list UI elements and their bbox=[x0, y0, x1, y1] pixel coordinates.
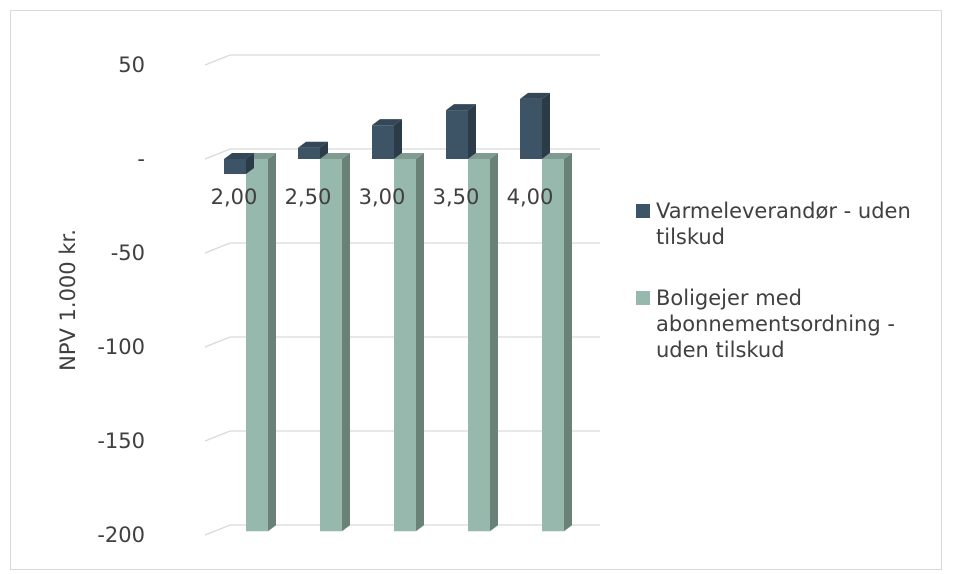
bar-top bbox=[446, 104, 476, 111]
bar-front bbox=[320, 159, 342, 532]
legend-item-series-1: Varmeleverandør - uden tilskud bbox=[636, 198, 951, 250]
bar-series-2 bbox=[320, 153, 350, 532]
bar-side bbox=[320, 141, 328, 159]
bar-front bbox=[298, 147, 320, 159]
bar-side bbox=[416, 153, 424, 532]
gridline bbox=[204, 148, 600, 160]
bar-top bbox=[224, 153, 254, 159]
y-axis-label: NPV 1.000 kr. bbox=[56, 229, 80, 371]
category-labels: 2,00 2,50 3,00 3,50 4,00 bbox=[211, 185, 554, 209]
category-label: 4,00 bbox=[507, 185, 554, 209]
bar-side bbox=[468, 104, 476, 159]
bar-front bbox=[246, 159, 268, 532]
category-label: 3,50 bbox=[433, 185, 480, 209]
legend-item-series-2: Boligejer med abonnementsordning - uden … bbox=[636, 285, 951, 363]
bar-top bbox=[298, 141, 328, 148]
bar-side bbox=[564, 153, 572, 532]
gridline bbox=[204, 54, 600, 66]
bar-front bbox=[372, 125, 394, 159]
bar-front bbox=[520, 98, 542, 159]
bar-series-2 bbox=[468, 153, 498, 532]
y-tick-label: -200 bbox=[97, 523, 145, 547]
bar-side bbox=[490, 153, 498, 532]
bar-top bbox=[468, 153, 498, 159]
bar-side bbox=[342, 153, 350, 532]
bar-series-2 bbox=[542, 153, 572, 532]
bar-side bbox=[268, 153, 276, 532]
bar-top bbox=[520, 92, 550, 99]
category-label: 2,50 bbox=[285, 185, 332, 209]
y-tick-label: -50 bbox=[111, 241, 145, 265]
y-tick-labels: 50 - -50 -100 -150 -200 bbox=[97, 53, 145, 547]
bar-side bbox=[246, 153, 254, 175]
bar-front bbox=[542, 159, 564, 532]
legend-label-series-2: Boligejer med abonnementsordning - uden … bbox=[656, 286, 895, 362]
bar-top bbox=[542, 153, 572, 159]
bar-top bbox=[372, 119, 402, 126]
bar-top bbox=[320, 153, 350, 159]
bar-series-1 bbox=[520, 92, 550, 159]
category-label: 2,00 bbox=[211, 185, 258, 209]
bar-front bbox=[446, 110, 468, 159]
bar-top bbox=[394, 153, 424, 159]
legend-label-series-1: Varmeleverandør - uden tilskud bbox=[656, 199, 911, 249]
bar-series-1 bbox=[446, 104, 476, 159]
bar-series-2 bbox=[394, 153, 424, 532]
category-label: 3,00 bbox=[359, 185, 406, 209]
bar-series-1 bbox=[372, 119, 402, 159]
bar-front bbox=[394, 159, 416, 532]
y-tick-label: -150 bbox=[97, 429, 145, 453]
bar-side bbox=[394, 119, 402, 159]
legend-swatch-series-2 bbox=[636, 291, 650, 305]
bar-front bbox=[468, 159, 490, 532]
bar-series-1 bbox=[224, 153, 254, 175]
bar-front bbox=[224, 159, 246, 175]
y-tick-label: - bbox=[137, 147, 145, 171]
y-tick-label: 50 bbox=[118, 53, 145, 77]
bar-series-1 bbox=[298, 141, 328, 159]
bar-side bbox=[542, 92, 550, 159]
y-tick-label: -100 bbox=[97, 335, 145, 359]
bars bbox=[224, 92, 572, 532]
bar-series-2 bbox=[246, 153, 276, 532]
legend-swatch-series-1 bbox=[636, 204, 650, 218]
legend: Varmeleverandør - uden tilskud Boligejer… bbox=[636, 198, 951, 398]
